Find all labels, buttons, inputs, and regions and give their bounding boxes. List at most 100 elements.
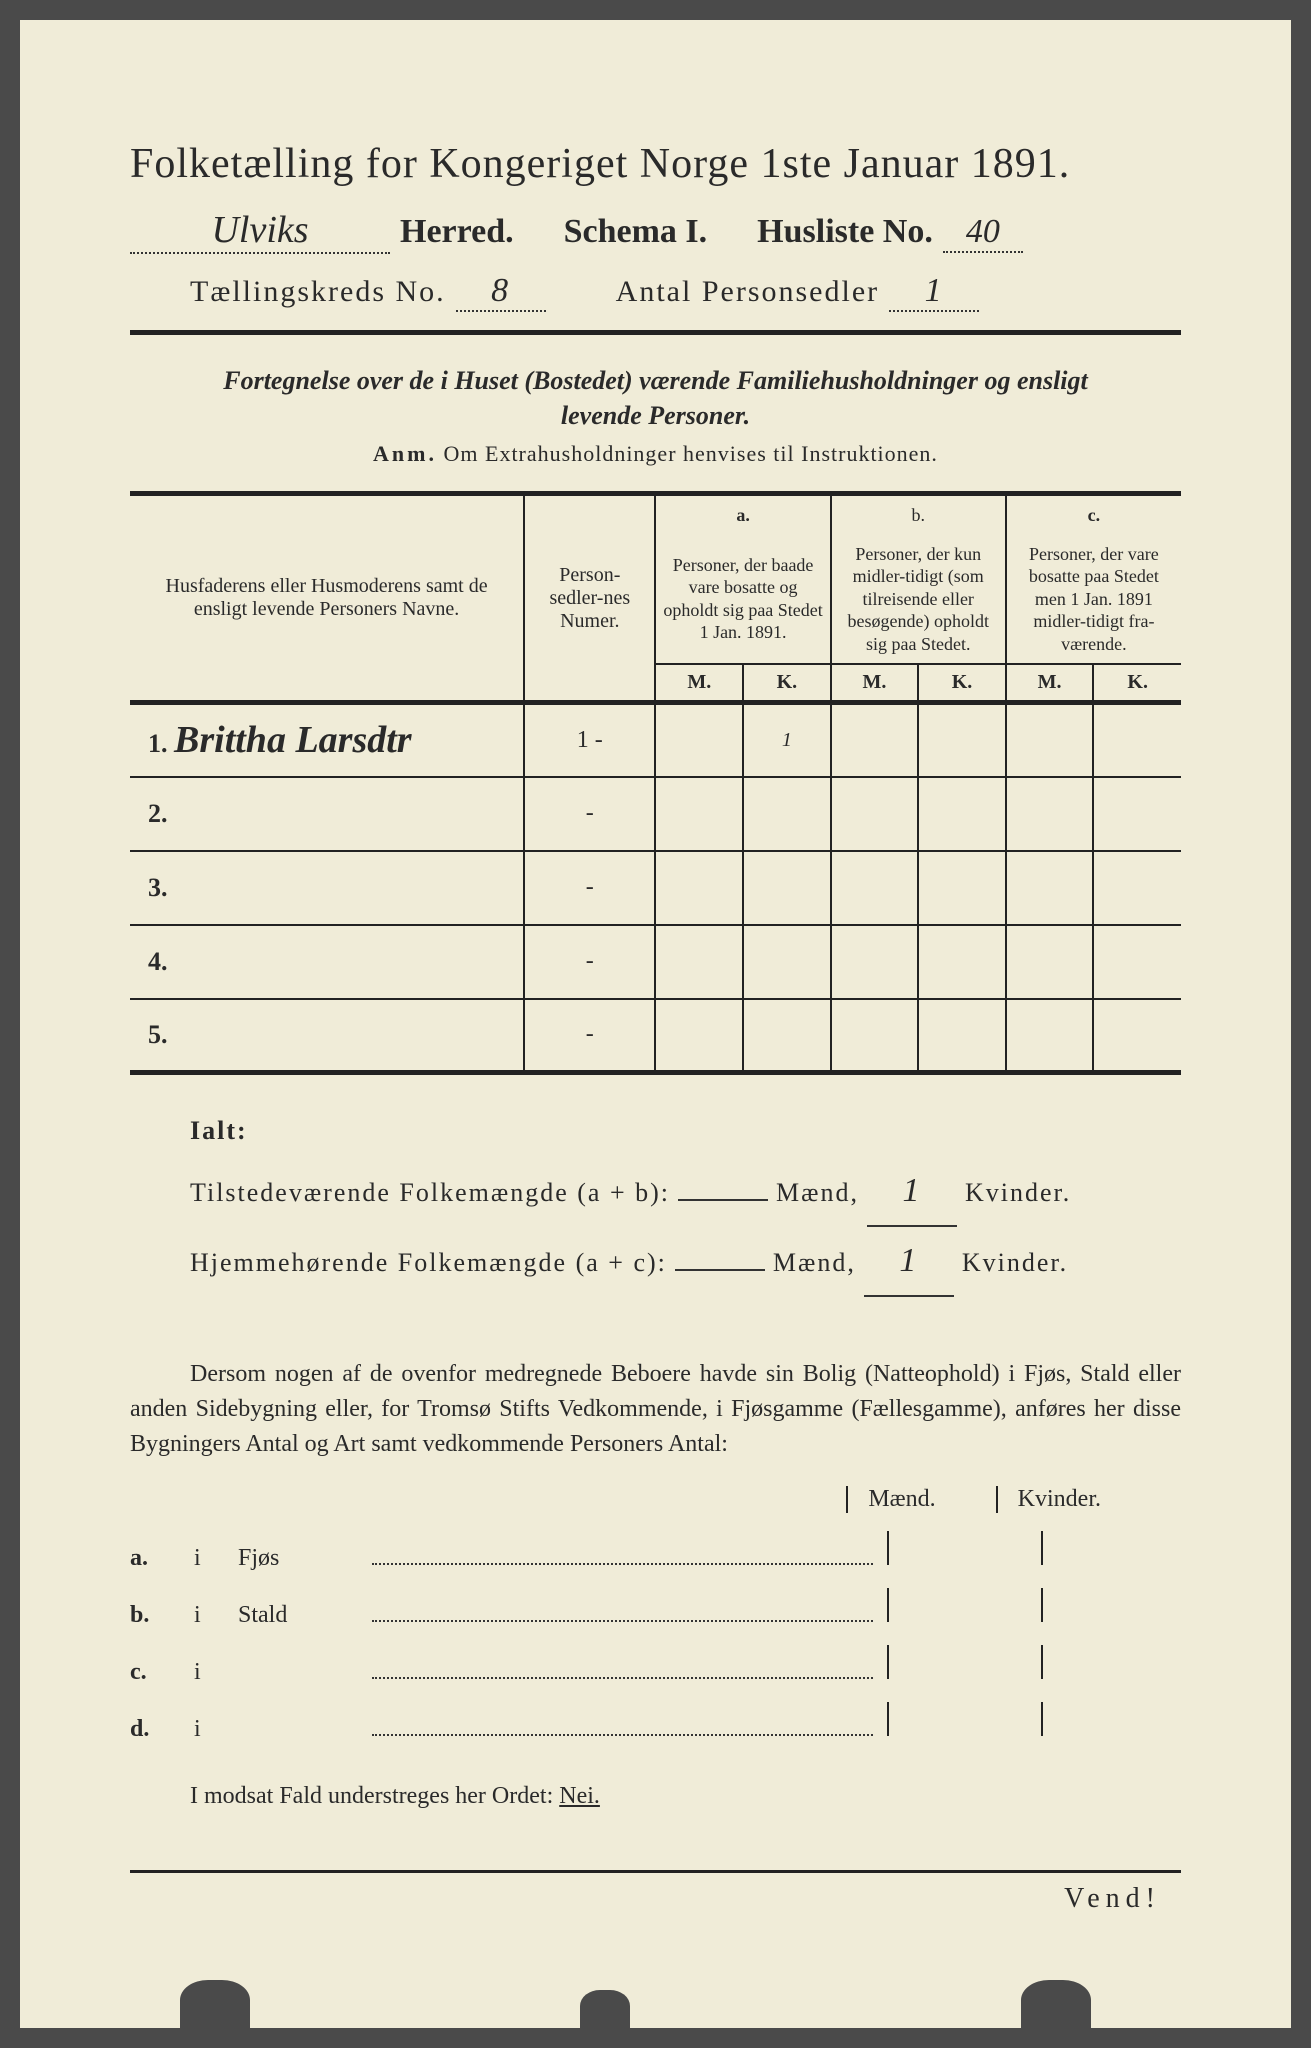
b-i: i — [194, 1545, 224, 1572]
page-notch — [1021, 1980, 1091, 2030]
hjemme-row: Hjemmehørende Folkemængde (a + c): Mænd,… — [190, 1227, 1181, 1297]
cell — [743, 851, 831, 925]
b-i: i — [194, 1659, 224, 1686]
dots — [372, 1655, 873, 1679]
cell — [1006, 999, 1094, 1073]
totals-block: Ialt: Tilstedeværende Folkemængde (a + b… — [130, 1105, 1181, 1297]
cell — [831, 777, 919, 851]
cell — [1093, 851, 1181, 925]
page-notch — [580, 1990, 630, 2030]
cell — [743, 925, 831, 999]
row-name: Brittha Larsdtr — [174, 719, 412, 761]
th-c-m: M. — [1006, 664, 1094, 703]
header-line-3: Tællingskreds No. 8 Antal Personsedler 1 — [130, 272, 1181, 312]
antal-label: Antal Personsedler — [616, 275, 879, 309]
th-group-a-letter: a. — [655, 494, 830, 535]
page-title: Folketælling for Kongeriget Norge 1ste J… — [130, 140, 1181, 188]
cell — [1093, 999, 1181, 1073]
building-list: a. i Fjøs b. i Stald c. i d. i — [130, 1531, 1181, 1743]
kreds-label: Tællingskreds No. — [190, 275, 446, 309]
hjemme-k: 1 — [864, 1227, 954, 1297]
building-row: c. i — [130, 1645, 1181, 1686]
mk-header: Mænd. Kvinder. — [130, 1486, 1181, 1513]
census-form-page: Folketælling for Kongeriget Norge 1ste J… — [20, 20, 1291, 2028]
th-c-k: K. — [1093, 664, 1181, 703]
subtitle-line1: Fortegnelse over de i Huset (Bostedet) v… — [223, 366, 1088, 395]
table-row: 1. Brittha Larsdtr — [130, 703, 524, 777]
cell — [831, 999, 919, 1073]
divider — [130, 330, 1181, 335]
table-row: 2. — [130, 777, 524, 851]
kreds-value: 8 — [456, 272, 546, 312]
table-row: 5. — [130, 999, 524, 1073]
th-numer: Person-sedler-nes Numer. — [524, 494, 655, 703]
b-k — [1041, 1531, 1181, 1565]
cell — [655, 851, 743, 925]
cell — [655, 777, 743, 851]
row-numer: - — [524, 851, 655, 925]
tilstede-row: Tilstedeværende Folkemængde (a + b): Mæn… — [190, 1157, 1181, 1227]
th-b-k: K. — [918, 664, 1006, 703]
cell — [1006, 925, 1094, 999]
row-numer: - — [524, 925, 655, 999]
row-num: 1. — [148, 729, 168, 758]
cell — [743, 999, 831, 1073]
b-i: i — [194, 1716, 224, 1743]
cell — [655, 999, 743, 1073]
vend-label: Vend! — [130, 1883, 1181, 1915]
anm-note: Anm. Om Extrahusholdninger henvises til … — [130, 441, 1181, 467]
cell — [918, 703, 1006, 777]
building-paragraph: Dersom nogen af de ovenfor medregnede Be… — [130, 1357, 1181, 1461]
cell — [831, 703, 919, 777]
th-a-k: K. — [743, 664, 831, 703]
cell — [918, 999, 1006, 1073]
cell — [1006, 703, 1094, 777]
tilstede-label: Tilstedeværende Folkemængde (a + b): — [190, 1167, 670, 1219]
th-group-a: Personer, der baade vare bosatte og opho… — [655, 535, 830, 665]
cell — [1006, 851, 1094, 925]
herred-value: Ulviks — [130, 208, 390, 254]
b-name: Fjøs — [238, 1545, 358, 1572]
cell — [1093, 777, 1181, 851]
cell — [831, 925, 919, 999]
row-numer: - — [524, 777, 655, 851]
anm-label: Anm. — [373, 441, 437, 466]
cell — [831, 851, 919, 925]
ialt-label: Ialt: — [190, 1105, 1181, 1157]
b-i: i — [194, 1602, 224, 1629]
b-label: d. — [130, 1716, 180, 1743]
schema-label: Schema I. — [564, 213, 708, 251]
th-group-c: Personer, der vare bosatte paa Stedet me… — [1006, 535, 1181, 665]
kvinder-label: Kvinder. — [962, 1237, 1068, 1289]
cell: 1 — [743, 703, 831, 777]
cell — [918, 851, 1006, 925]
b-k — [1041, 1702, 1181, 1736]
cell — [1093, 703, 1181, 777]
dots — [372, 1598, 873, 1622]
cell — [655, 925, 743, 999]
hjemme-label: Hjemmehørende Folkemængde (a + c): — [190, 1237, 667, 1289]
b-label: c. — [130, 1659, 180, 1686]
dots — [372, 1541, 873, 1565]
cell — [655, 703, 743, 777]
b-m — [887, 1531, 1027, 1565]
husliste-label: Husliste No. — [757, 213, 933, 251]
th-group-b-letter: b. — [831, 494, 1006, 535]
th-group-c-letter: c. — [1006, 494, 1181, 535]
th-a-m: M. — [655, 664, 743, 703]
dots — [372, 1712, 873, 1736]
row-numer: - — [524, 999, 655, 1073]
herred-label: Herred. — [400, 213, 514, 251]
cell — [743, 777, 831, 851]
b-m — [887, 1588, 1027, 1622]
footer-divider — [130, 1870, 1181, 1873]
th-names: Husfaderens eller Husmoderens samt de en… — [130, 494, 524, 703]
cell — [918, 925, 1006, 999]
nei-pre: I modsat Fald understreges her Ordet: — [190, 1783, 559, 1809]
subtitle-line2: levende Personer. — [561, 401, 750, 430]
b-m — [887, 1702, 1027, 1736]
tilstede-k: 1 — [867, 1157, 957, 1227]
table-row: 3. — [130, 851, 524, 925]
nei-line: I modsat Fald understreges her Ordet: Ne… — [130, 1783, 1181, 1810]
kvinder-label: Kvinder. — [965, 1167, 1071, 1219]
